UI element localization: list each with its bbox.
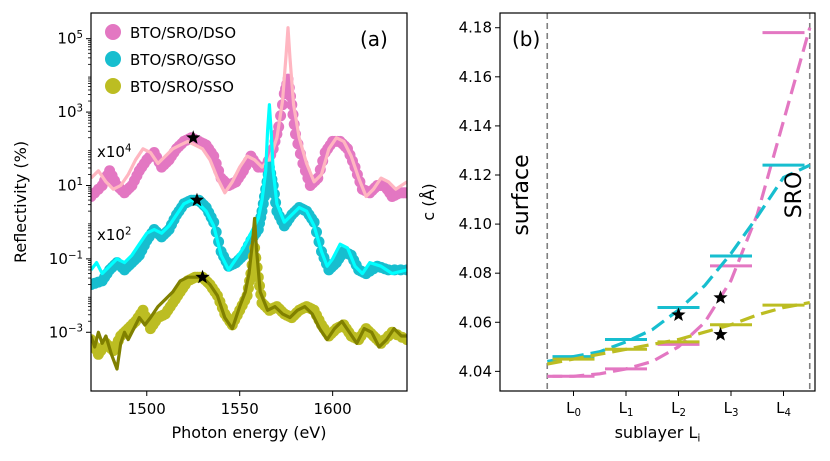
star-marker	[195, 269, 210, 284]
star-marker	[713, 290, 728, 304]
y-tick-label-a-base: 10	[57, 176, 76, 194]
x-tick-label-b-base: L	[671, 399, 680, 417]
sro-label: SRO	[782, 172, 807, 219]
star-marker	[671, 307, 686, 321]
x-tick-label-b-sub: 0	[574, 408, 580, 419]
axes-frame-a	[90, 12, 408, 392]
y-axis-label-a: Reflectivity (%)	[11, 141, 30, 263]
surface-label: surface	[509, 154, 534, 235]
y-tick-label-a: 10−1	[49, 250, 83, 268]
y-tick-label-b: 4.04	[459, 362, 492, 380]
y-tick-label-b: 4.16	[459, 68, 492, 86]
y-tick-label-b: 4.14	[459, 117, 492, 135]
x-tick-label-b-sub: 3	[732, 408, 738, 419]
series-b-0	[547, 27, 812, 378]
panel-label-a: (a)	[360, 27, 388, 51]
y-tick-label-b: 4.08	[459, 264, 492, 282]
series-a-2	[91, 216, 407, 371]
x-tick-label-b-sub: 2	[679, 408, 685, 419]
x-tick-label-b-sub: 1	[627, 408, 633, 419]
y-tick-label-a-sup: 1	[77, 177, 83, 188]
x-tick-label-a: 1500	[128, 400, 166, 418]
x-tick-label-b-sub: 4	[784, 408, 790, 419]
profile-curve	[547, 301, 811, 366]
scale-label-dso: x104	[97, 143, 131, 161]
y-axis-label-b: c (Å)	[419, 183, 438, 220]
x-tick-label-b-base: L	[619, 399, 628, 417]
legend-label: BTO/SRO/SSO	[130, 78, 234, 96]
y-tick-label-a-sup: −1	[68, 250, 83, 261]
plot-area-a	[91, 26, 407, 371]
x-tick-label-b: L3	[724, 399, 739, 419]
legend-marker	[105, 24, 121, 40]
axes-frame-b	[499, 12, 816, 392]
x-axis-label-b-base: sublayer L	[615, 423, 698, 442]
data-point	[401, 187, 407, 199]
y-tick-label-a-base: 10	[49, 323, 68, 341]
y-tick-label-a-sup: 3	[77, 103, 83, 114]
y-tick-label-a-base: 10	[57, 103, 76, 121]
panel-label-b: (b)	[512, 27, 540, 51]
x-tick-label-b-base: L	[776, 399, 785, 417]
series-b-2	[547, 301, 811, 366]
y-tick-label-b: 4.06	[459, 313, 492, 331]
y-tick-label-b: 4.18	[459, 19, 492, 37]
x-tick-label-a: 1550	[221, 400, 259, 418]
profile-curve	[547, 27, 812, 378]
y-tick-label-a-sup: −3	[68, 324, 83, 335]
x-tick-label-b: L2	[671, 399, 686, 419]
fit-line	[91, 26, 407, 199]
x-axis-label-b-sub: i	[697, 431, 700, 444]
y-tick-label-b: 4.12	[459, 166, 492, 184]
series-b-1	[547, 163, 811, 364]
y-tick-label-a-base: 10	[57, 30, 76, 48]
profile-curve	[547, 163, 811, 364]
series-a-1	[91, 103, 407, 291]
fit-line	[91, 216, 407, 371]
star-marker	[713, 327, 728, 341]
star-marker	[189, 192, 205, 207]
y-tick-label-a: 10−3	[49, 323, 83, 341]
y-tick-label-a-sup: 5	[77, 30, 83, 41]
star-marker	[186, 130, 201, 144]
x-tick-label-b: L0	[566, 399, 581, 419]
x-tick-label-b: L4	[776, 399, 791, 419]
x-tick-label-a: 1600	[314, 400, 352, 418]
legend-marker	[105, 51, 121, 67]
x-tick-label-b: L1	[619, 399, 634, 419]
scale-label-dso-sup: 4	[125, 143, 131, 154]
x-axis-label-b: sublayer Li	[615, 423, 701, 444]
y-tick-label-b: 4.10	[459, 215, 492, 233]
x-axis-label-a: Photon energy (eV)	[172, 423, 327, 442]
y-tick-label-a: 103	[57, 103, 83, 121]
scale-label-gso-base: x10	[97, 226, 125, 244]
x-tick-label-b-base: L	[566, 399, 575, 417]
scale-label-dso-base: x10	[97, 143, 125, 161]
fit-line	[91, 103, 407, 276]
x-tick-label-b-base: L	[724, 399, 733, 417]
scale-label-gso-sup: 2	[125, 226, 131, 237]
y-tick-label-a: 101	[57, 176, 83, 194]
legend-label: BTO/SRO/GSO	[130, 51, 236, 69]
y-tick-label-a-base: 10	[49, 250, 68, 268]
y-tick-label-a: 105	[57, 30, 83, 48]
scale-label-gso: x102	[97, 226, 131, 244]
legend-marker	[105, 78, 121, 94]
legend-label: BTO/SRO/DSO	[130, 24, 236, 42]
